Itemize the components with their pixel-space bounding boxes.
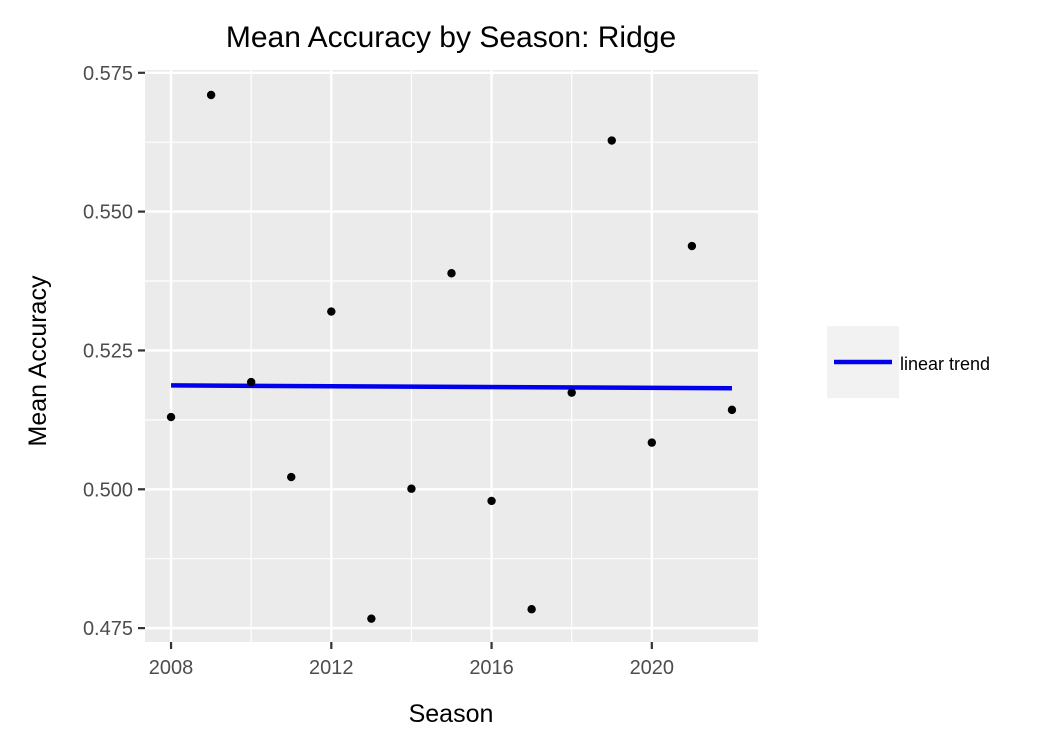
trend-line-layer — [171, 383, 732, 391]
y-tick-label: 0.550 — [83, 202, 133, 224]
plot-panel — [145, 70, 758, 642]
data-point — [487, 496, 496, 506]
data-point — [287, 472, 296, 482]
y-tick-label: 0.525 — [83, 340, 133, 362]
y-tick-label: 0.500 — [83, 479, 133, 501]
data-point — [527, 605, 536, 614]
major-gridlines — [145, 70, 758, 642]
y-axis-title: Mean Accuracy — [24, 275, 52, 446]
x-tick-label: 2016 — [469, 657, 514, 679]
legend: linear trend — [827, 326, 990, 398]
y-tick-label: 0.575 — [83, 63, 133, 85]
x-tick-label: 2020 — [630, 657, 675, 679]
data-point — [166, 412, 176, 422]
data-point — [647, 438, 657, 447]
x-tick-label: 2012 — [309, 657, 354, 679]
data-point — [246, 377, 256, 387]
data-point — [407, 484, 416, 493]
y-axis: 0.475 0.500 0.525 0.550 0.575 — [83, 63, 145, 640]
legend-label: linear trend — [900, 354, 990, 374]
data-point — [687, 241, 697, 251]
trend-line — [171, 383, 732, 391]
x-axis: 2008 2012 2016 2020 — [149, 642, 674, 679]
data-point — [727, 405, 737, 415]
minor-gridlines — [145, 70, 758, 642]
y-tick-label: 0.475 — [83, 618, 133, 640]
data-point — [367, 614, 376, 623]
data-point — [327, 307, 336, 316]
x-axis-title: Season — [409, 700, 494, 728]
data-point — [607, 136, 616, 145]
data-point — [447, 269, 456, 278]
data-point — [567, 388, 576, 397]
points-layer — [166, 90, 737, 623]
x-tick-label: 2008 — [149, 657, 194, 679]
data-point — [206, 90, 216, 100]
chart-title: Mean Accuracy by Season: Ridge — [226, 21, 676, 54]
